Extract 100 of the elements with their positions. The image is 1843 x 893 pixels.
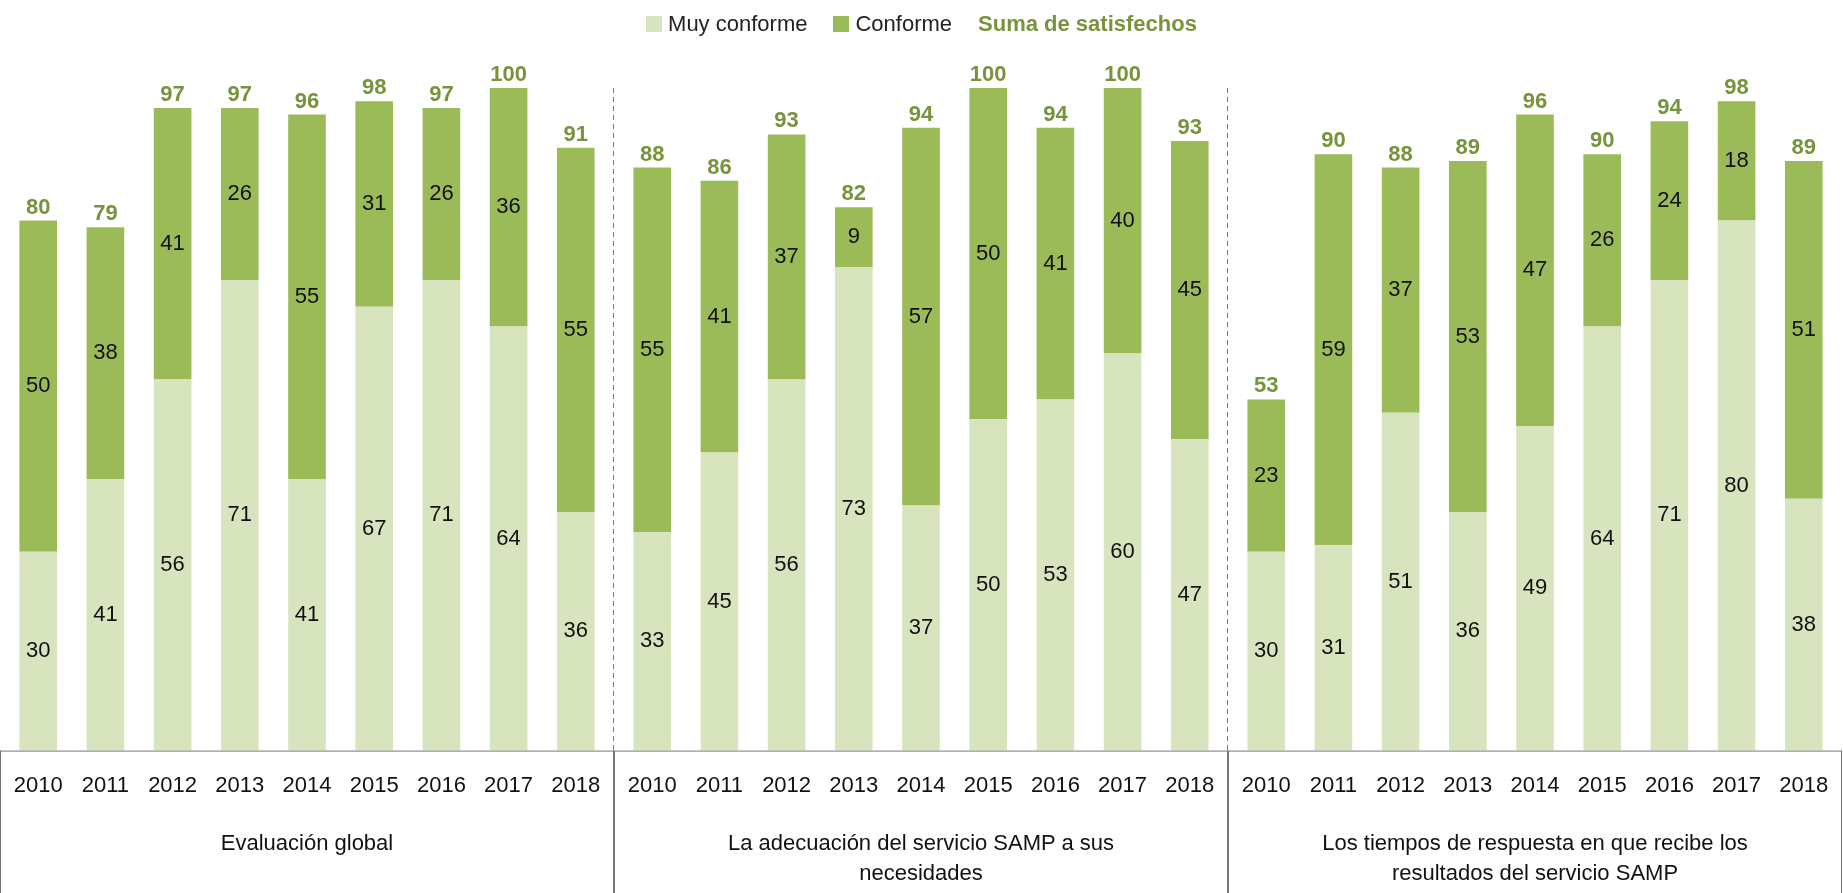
x-tick-label: 2013 [829, 771, 879, 797]
data-label: 37 [908, 614, 934, 640]
total-label: 89 [1455, 133, 1481, 159]
data-label: 37 [1388, 276, 1413, 302]
bar [1103, 353, 1142, 751]
bar [288, 114, 326, 479]
bar [355, 306, 394, 751]
bar [1448, 512, 1487, 751]
data-label: 40 [1110, 206, 1135, 232]
data-label: 53 [1043, 561, 1068, 587]
total-label: 79 [93, 200, 118, 226]
bar [1103, 88, 1142, 354]
data-label: 49 [1522, 574, 1548, 600]
total-label: 94 [1043, 100, 1069, 126]
x-tick-label: 2010 [13, 771, 63, 797]
data-label: 36 [563, 617, 589, 643]
data-label: 23 [1253, 461, 1279, 487]
total-label: 90 [1589, 127, 1615, 153]
bar [220, 107, 259, 281]
total-label: 96 [1522, 87, 1548, 113]
bar [1170, 439, 1209, 751]
x-axis-title: La adecuación del servicio SAMP a sus necesidades [727, 830, 1115, 886]
bar [969, 419, 1008, 751]
bar [220, 280, 259, 751]
x-tick-label: 2014 [282, 771, 332, 797]
data-label: 45 [1177, 276, 1203, 302]
data-label: 33 [639, 627, 665, 653]
bar [1448, 160, 1487, 513]
data-label: 9 [847, 223, 860, 249]
data-label: 71 [1657, 501, 1682, 527]
bar [153, 379, 192, 751]
data-label: 73 [841, 494, 867, 520]
data-label: 64 [1589, 524, 1615, 550]
x-tick-label: 2017 [1098, 771, 1148, 797]
data-label: 67 [361, 514, 387, 540]
total-label: 53 [1253, 372, 1279, 398]
data-label: 24 [1657, 186, 1682, 212]
total-label: 80 [25, 193, 51, 219]
x-tick-label: 2013 [1443, 771, 1493, 797]
data-label: 53 [1455, 322, 1481, 348]
bar [288, 478, 326, 751]
x-tick-label: 2012 [148, 771, 198, 797]
data-label: 71 [429, 501, 454, 527]
x-tick-label: 2018 [551, 771, 601, 797]
x-tick-label: 2016 [1030, 771, 1080, 797]
x-tick-label: 2017 [484, 771, 534, 797]
x-tick-label: 2011 [81, 771, 130, 797]
data-label: 47 [1177, 580, 1203, 606]
x-tick-label: 2012 [1376, 771, 1426, 797]
x-tick-label: 2016 [1644, 771, 1694, 797]
data-label: 80 [1724, 471, 1749, 497]
data-label: 56 [160, 551, 185, 577]
total-label: 100 [490, 61, 527, 87]
data-label: 45 [707, 587, 732, 613]
data-label: 64 [496, 524, 521, 550]
x-tick-label: 2010 [627, 771, 677, 797]
bar [1717, 220, 1756, 751]
total-label: 93 [774, 107, 799, 133]
data-label: 51 [1388, 567, 1413, 593]
bar [1650, 280, 1689, 751]
x-tick-label: 2010 [1241, 771, 1291, 797]
x-axis-title: Los tiempos de respuesta en que recibe los resultados del servicio SAMP [1322, 830, 1748, 886]
data-label: 37 [774, 243, 799, 269]
total-label: 89 [1791, 133, 1817, 159]
total-label: 100 [969, 61, 1007, 87]
legend-label: Conforme [855, 11, 953, 37]
bar [633, 167, 672, 532]
bar [633, 531, 672, 751]
x-tick-label: 2012 [762, 771, 812, 797]
x-tick-label: 2015 [963, 771, 1013, 797]
data-label: 36 [496, 193, 521, 219]
bar [1170, 141, 1209, 440]
bar [1516, 425, 1554, 751]
data-label: 50 [975, 239, 1001, 265]
x-tick-label: 2011 [1309, 771, 1358, 797]
data-label: 36 [1455, 617, 1481, 643]
x-tick-label: 2016 [416, 771, 466, 797]
bar [19, 220, 58, 552]
data-label: 60 [1110, 537, 1135, 563]
data-label: 41 [93, 600, 118, 626]
data-label: 18 [1724, 146, 1749, 172]
data-label: 31 [361, 190, 387, 216]
bar [489, 88, 528, 327]
x-tick-label: 2017 [1712, 771, 1762, 797]
bar [902, 505, 940, 751]
bar [1381, 167, 1420, 413]
data-label: 30 [25, 637, 51, 663]
data-label: 30 [1253, 637, 1279, 663]
total-label: 97 [160, 80, 185, 106]
data-label: 41 [160, 229, 185, 255]
data-label: 59 [1321, 335, 1346, 361]
bar [19, 551, 58, 751]
bar [1247, 399, 1286, 552]
x-tick-label: 2015 [1577, 771, 1627, 797]
bar [556, 147, 595, 513]
bar [1516, 114, 1554, 426]
data-label: 71 [227, 501, 253, 527]
data-label: 38 [1791, 610, 1817, 636]
x-tick-label: 2018 [1779, 771, 1829, 797]
bar [1583, 154, 1622, 327]
